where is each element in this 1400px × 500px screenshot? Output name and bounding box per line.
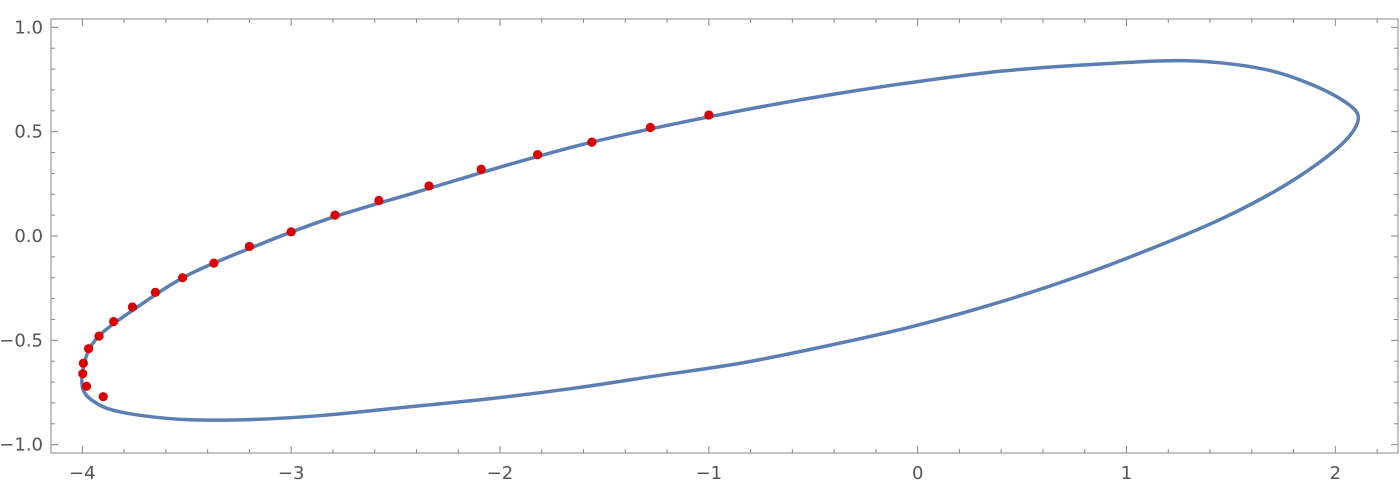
x-tick-label: −1 <box>696 463 723 484</box>
x-tick-label: −2 <box>487 463 514 484</box>
data-point <box>78 358 88 368</box>
x-tick-label: 2 <box>1330 463 1341 484</box>
data-series <box>78 58 1361 422</box>
data-point <box>587 137 597 147</box>
data-point <box>209 258 219 268</box>
data-point <box>532 150 543 160</box>
data-point <box>94 331 104 341</box>
x-tick-label: 1 <box>1121 463 1132 484</box>
data-point <box>374 195 384 206</box>
data-point <box>98 392 108 402</box>
data-point <box>177 273 188 283</box>
tick-labels: −4 −3 −2 −1 0 1 2 −1.0 −0.5 0.0 0.5 1.0 <box>0 17 1341 484</box>
x-tick-label: −4 <box>69 463 96 484</box>
axis-ticks <box>51 19 1398 453</box>
y-tick-label: −1.0 <box>0 435 43 456</box>
y-tick-label: 0.5 <box>14 122 43 143</box>
ellipse-curve <box>80 58 1361 422</box>
data-point <box>81 381 92 391</box>
data-point <box>78 369 88 379</box>
data-point <box>244 241 254 252</box>
data-point <box>330 210 340 220</box>
data-point <box>109 316 119 327</box>
data-point <box>645 122 655 133</box>
data-point <box>424 181 434 191</box>
y-tick-label: 1.0 <box>14 17 43 38</box>
x-tick-label: 0 <box>912 463 923 484</box>
data-point <box>127 302 138 312</box>
x-tick-label: −3 <box>278 463 305 484</box>
data-point <box>286 227 296 237</box>
data-point <box>83 344 94 354</box>
plot-frame <box>50 18 1399 454</box>
plot-border <box>50 18 1399 454</box>
data-point <box>704 110 714 120</box>
y-tick-label: −0.5 <box>0 330 43 351</box>
data-point <box>150 287 161 297</box>
data-point <box>476 164 486 174</box>
y-tick-label: 0.0 <box>14 226 43 247</box>
